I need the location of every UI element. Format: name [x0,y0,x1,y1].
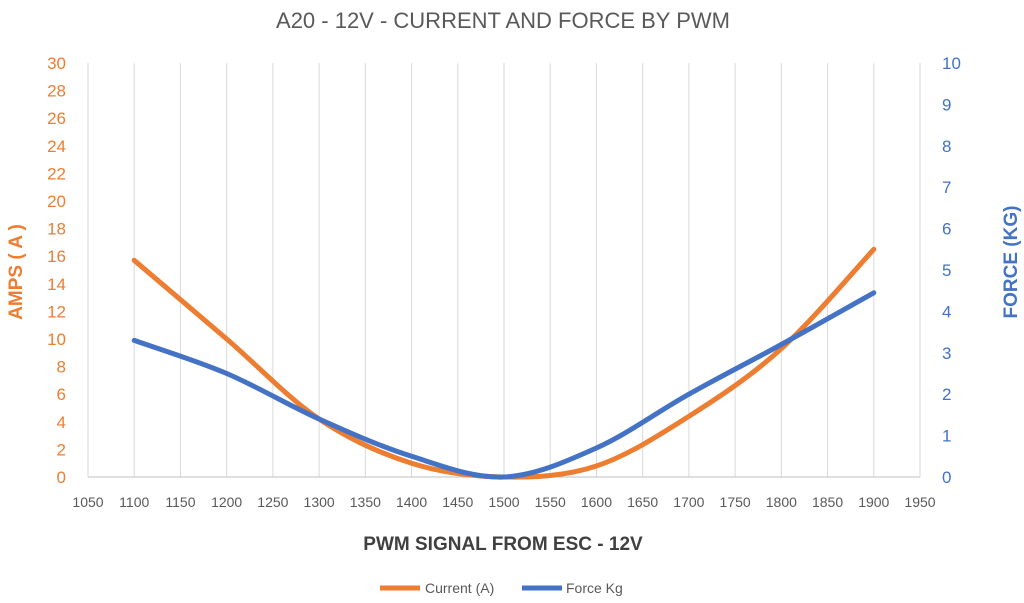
y-right-tick-label: 4 [942,302,951,321]
x-tick-label: 1750 [720,494,751,510]
x-tick-label: 1050 [72,494,103,510]
x-tick-label: 1250 [257,494,288,510]
legend-label-current: Current (A) [425,580,494,596]
x-axis-title: PWM SIGNAL FROM ESC - 12V [363,534,643,555]
y-left-tick-label: 24 [47,137,66,156]
y-left-tick-label: 26 [47,109,66,128]
x-tick-label: 1650 [627,494,658,510]
x-tick-label: 1300 [304,494,335,510]
x-tick-label: 1150 [165,494,195,510]
x-tick-label: 1850 [812,494,843,510]
chart-title: A20 - 12V - CURRENT AND FORCE BY PWM [276,8,730,33]
y-left-tick-label: 20 [47,192,66,211]
y-axis-left-title: AMPS ( A ) [6,224,27,320]
x-tick-label: 1700 [673,494,704,510]
y-right-tick-label: 7 [942,178,951,197]
y-left-tick-label: 8 [57,358,66,377]
y-left-tick-label: 4 [57,413,66,432]
x-tick-label: 1200 [211,494,242,510]
y-right-tick-label: 9 [942,95,951,114]
y-right-tick-label: 1 [942,427,951,446]
x-tick-label: 1550 [535,494,566,510]
y-right-tick-label: 5 [942,261,951,280]
y-right-tick-label: 3 [942,344,951,363]
y-left-tick-label: 16 [47,247,66,266]
x-tick-label: 1400 [396,494,427,510]
y-right-tick-label: 0 [942,468,951,487]
legend: Current (A) Force Kg [380,580,623,596]
y-left-tick-label: 0 [57,468,66,487]
y-left-tick-label: 14 [47,275,66,294]
y-right-tick-label: 2 [942,385,951,404]
x-tick-label: 1450 [442,494,473,510]
y-right-tick-label: 6 [942,220,951,239]
x-axis-ticks: 1050 1100 1150 1200 1250 1300 1350 1400 1450 1500… [72,494,935,510]
x-tick-label: 1500 [488,494,519,510]
y-left-tick-label: 28 [47,82,66,101]
y-left-tick-label: 2 [57,440,66,459]
right-axis-ticks: 0 1 2 3 4 5 6 7 8 9 10 [942,54,961,487]
grid [87,63,921,477]
y-left-tick-label: 18 [47,220,66,239]
legend-label-force: Force Kg [566,580,623,596]
y-right-tick-label: 8 [942,137,951,156]
y-left-tick-label: 22 [47,164,66,183]
y-axis-right-title: FORCE (KG) [1001,206,1022,319]
y-left-tick-label: 6 [57,385,66,404]
x-tick-label: 1900 [858,494,889,510]
x-tick-label: 1800 [766,494,797,510]
y-left-tick-label: 30 [47,54,66,73]
x-tick-label: 1950 [904,494,935,510]
y-left-tick-label: 10 [47,330,66,349]
y-left-tick-label: 12 [47,302,66,321]
x-tick-label: 1600 [581,494,612,510]
x-tick-label: 1350 [350,494,381,510]
y-right-tick-label: 10 [942,54,961,73]
x-tick-label: 1100 [119,494,149,510]
series [131,246,877,480]
